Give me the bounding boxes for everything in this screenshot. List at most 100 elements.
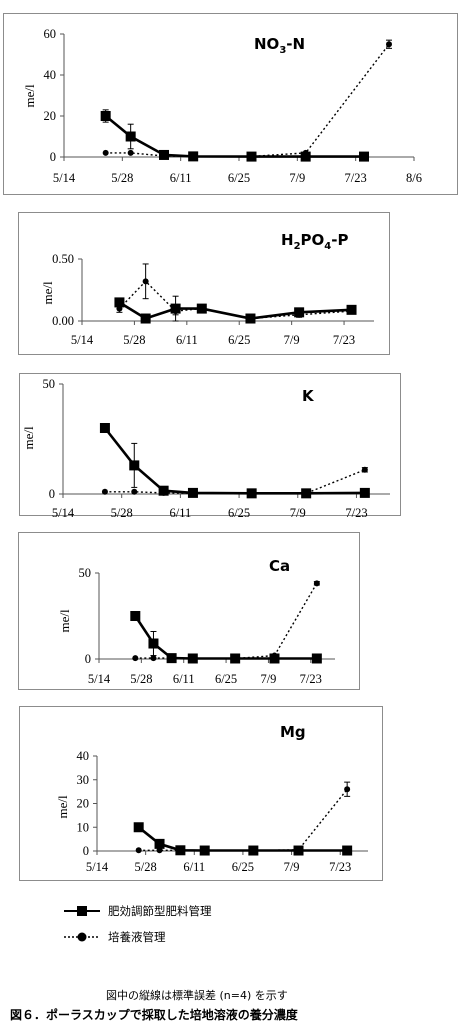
chart-title: NO3-N (254, 35, 305, 56)
x-tick-label: 5/14 (88, 672, 111, 686)
y-tick-label: 0.00 (52, 314, 74, 328)
chart-title: Mg (280, 723, 306, 741)
data-point-circle (156, 847, 163, 854)
x-tick-label: 6/11 (170, 506, 192, 517)
y-tick-label: 0 (85, 652, 91, 666)
data-point-circle (313, 580, 320, 587)
data-point-circle (303, 490, 310, 497)
chart-panel-mg: 0 10 20 30 40 5/14 5/28 6/11 6/25 7/9 7/23 me/l Mg (19, 706, 383, 881)
legend-dotted-circle-icon (64, 932, 100, 942)
x-tick-label: 7/23 (345, 171, 367, 185)
data-point-circle (190, 153, 197, 160)
series-line-nutrient-solution (135, 582, 318, 660)
y-tick-label: 50 (79, 566, 92, 580)
y-axis-label: me/l (55, 795, 70, 818)
x-tick-label: 6/25 (215, 672, 237, 686)
data-point-square (114, 297, 125, 308)
x-tick-label: 7/23 (300, 672, 322, 686)
x-tick-label: 7/9 (290, 506, 306, 517)
y-axis-label: me/l (57, 609, 72, 632)
data-point-circle (295, 846, 302, 853)
x-tick-label: 6/11 (170, 171, 192, 185)
series-line-fertilizer (104, 114, 364, 158)
data-point-circle (248, 490, 255, 497)
error-bar-note: 図中の縦線は標準誤差 (n=4) を示す (106, 989, 288, 1002)
data-point-square (130, 611, 141, 621)
y-tick-label: 10 (77, 820, 90, 834)
data-point-circle (302, 149, 309, 156)
x-tick-label: 6/25 (228, 506, 250, 517)
series-line-fertilizer (103, 427, 365, 495)
y-axis-label: me/l (22, 84, 37, 107)
chart-panel-no3-n: 0 20 40 60 5/14 5/28 6/11 6/25 7/9 7/23 8/6 me/l NO3… (3, 13, 458, 195)
data-point-square (99, 423, 110, 433)
y-tick-label: 30 (77, 773, 90, 787)
legend-item-fertilizer: 肥効調節型肥料管理 (62, 898, 212, 924)
data-point-circle (201, 847, 208, 854)
x-tick-label: 5/28 (130, 672, 152, 686)
y-tick-label: 50 (43, 377, 56, 391)
chart-title: K (302, 387, 315, 405)
data-point-circle (361, 466, 368, 473)
x-tick-label: 8/6 (406, 171, 422, 185)
data-point-square (359, 151, 369, 162)
y-tick-label: 40 (44, 68, 57, 82)
legend-item-nutrient-solution: 培養液管理 (62, 924, 212, 950)
data-point-circle (135, 847, 142, 854)
y-axis-label: me/l (21, 426, 36, 449)
data-point-square (129, 460, 140, 471)
series-line-fertilizer (134, 615, 317, 660)
data-point-circle (344, 786, 351, 793)
data-point-square (100, 111, 111, 121)
data-point-circle (101, 488, 108, 495)
x-tick-label: 7/23 (333, 333, 355, 347)
y-tick-label: 40 (77, 749, 90, 763)
y-tick-label: 20 (77, 797, 90, 811)
y-tick-label: 20 (44, 109, 57, 123)
chart-k: 0 50 5/14 5/28 6/11 6/25 7/9 7/23 me/l K (21, 377, 390, 517)
y-tick-label: 60 (44, 27, 57, 41)
x-tick-label: 5/14 (53, 171, 76, 185)
y-tick-label: 0.50 (52, 252, 74, 266)
series-line-nutrient-solution (138, 788, 348, 852)
data-point-circle (189, 490, 196, 497)
x-tick-label: 6/11 (183, 860, 205, 874)
x-tick-label: 7/9 (284, 860, 300, 874)
y-tick-label: 0 (50, 150, 56, 164)
data-point-circle (160, 489, 167, 496)
x-tick-label: 6/25 (228, 333, 250, 347)
series-line-fertilizer (137, 826, 348, 852)
data-point-circle (198, 305, 205, 312)
x-tick-label: 7/9 (284, 333, 300, 347)
data-point-circle (168, 655, 175, 662)
data-point-square (148, 638, 159, 649)
chart-ca: 0 50 5/14 5/28 6/11 6/25 7/9 7/23 me/l Ca (57, 557, 335, 686)
y-axis-label: me/l (40, 281, 55, 304)
data-point-circle (177, 847, 184, 854)
y-tick-label: 0 (83, 844, 89, 858)
data-point-square (311, 653, 322, 664)
data-point-circle (102, 149, 109, 156)
data-point-circle (232, 655, 239, 662)
chart-panel-ca: 0 50 5/14 5/28 6/11 6/25 7/9 7/23 me/l Ca (18, 532, 360, 690)
x-tick-label: 7/9 (289, 171, 305, 185)
series-line-nutrient-solution (118, 280, 352, 320)
data-point-circle (132, 655, 139, 662)
chart-mg: 0 10 20 30 40 5/14 5/28 6/11 6/25 7/9 7/23 me/l Mg (55, 723, 368, 874)
data-point-square (125, 131, 136, 142)
x-tick-label: 6/11 (176, 333, 198, 347)
legend-solid-square-icon (64, 906, 100, 916)
x-tick-label: 5/14 (71, 333, 94, 347)
figure-caption: 図６．ポーラスカップで採取した培地溶液の養分濃度 (10, 1008, 298, 1022)
data-point-circle (131, 488, 138, 495)
data-point-circle (247, 315, 254, 322)
series-line-nutrient-solution (105, 43, 390, 158)
x-tick-label: 7/23 (329, 860, 351, 874)
data-point-circle (142, 278, 149, 285)
x-tick-label: 5/14 (86, 860, 109, 874)
x-tick-label: 5/14 (52, 506, 75, 517)
legend-label-nutrient-solution: 培養液管理 (108, 930, 166, 944)
chart-panel-h2po4-p: 0.00 0.50 5/14 5/28 6/11 6/25 7/9 7/23 me/l H2PO4… (18, 212, 390, 355)
legend-label-fertilizer: 肥効調節型肥料管理 (108, 904, 212, 918)
data-point-circle (248, 153, 255, 160)
